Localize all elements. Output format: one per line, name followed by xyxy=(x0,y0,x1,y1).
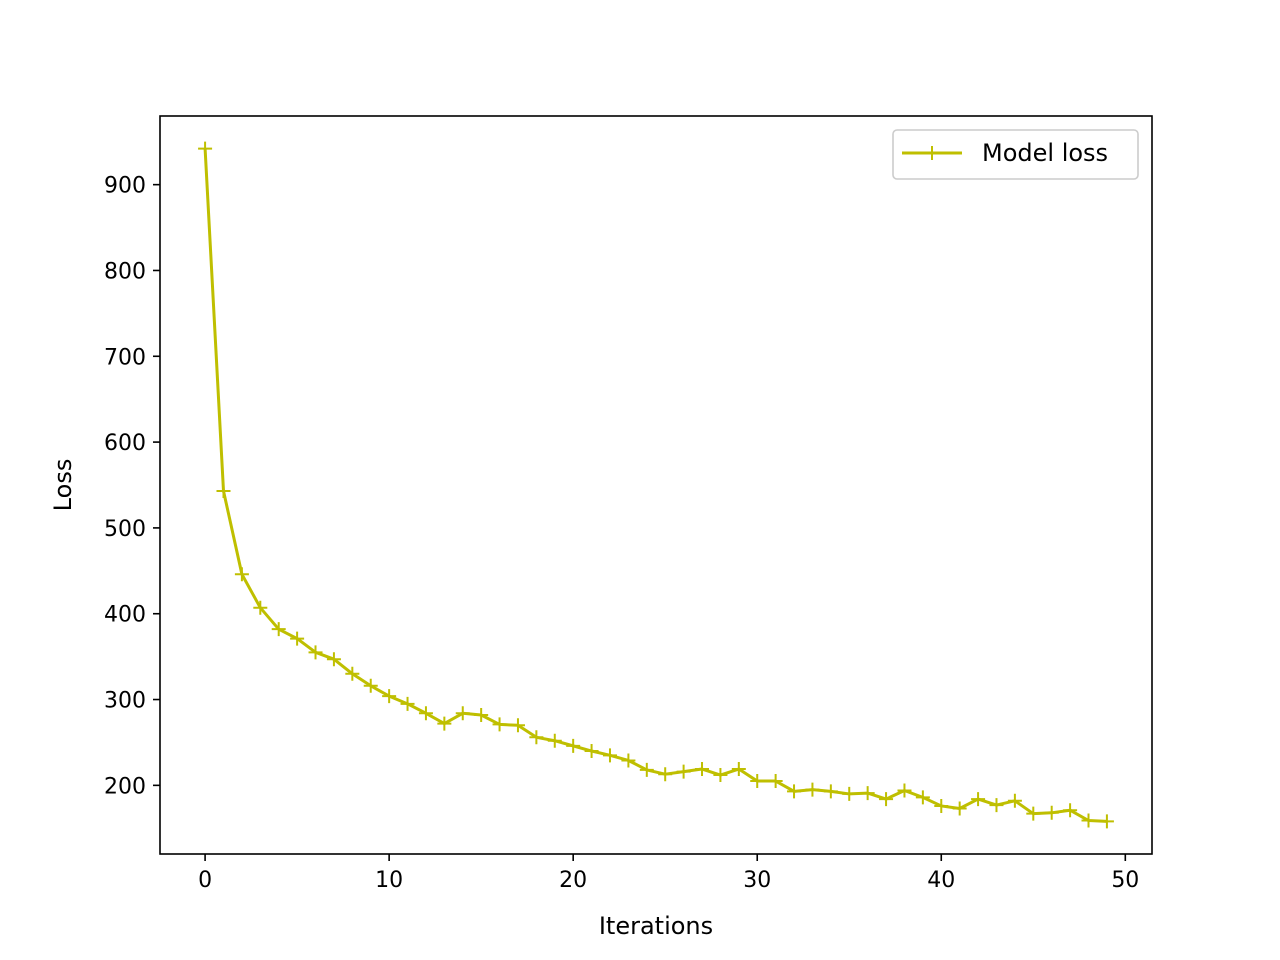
data-point-marker xyxy=(621,753,636,768)
y-tick-label: 800 xyxy=(104,259,146,284)
data-point-marker xyxy=(676,764,691,779)
data-point-marker xyxy=(455,706,470,721)
data-point-marker xyxy=(382,689,397,704)
data-point-marker xyxy=(1081,813,1096,828)
data-point-marker xyxy=(787,784,802,799)
y-tick-label: 900 xyxy=(104,174,146,199)
legend-box xyxy=(892,129,1139,180)
data-point-marker xyxy=(418,706,433,721)
data-point-marker xyxy=(345,666,360,681)
data-point-marker xyxy=(860,786,875,801)
series-layer xyxy=(198,141,1114,829)
data-point-marker xyxy=(823,784,838,799)
legend-marker-plus xyxy=(925,146,939,160)
data-point-marker xyxy=(768,774,783,789)
legend-entry-label: Model loss xyxy=(982,139,1108,167)
legend: Model loss xyxy=(892,129,1139,180)
data-point-marker xyxy=(474,707,489,722)
data-point-marker xyxy=(842,786,857,801)
data-point-marker xyxy=(971,792,986,807)
data-point-marker xyxy=(658,767,673,782)
data-point-marker xyxy=(253,600,268,615)
data-point-marker xyxy=(602,748,617,763)
y-axis-label: Loss xyxy=(49,459,77,512)
data-point-marker xyxy=(879,792,894,807)
plot-area xyxy=(160,116,1152,854)
y-tick-label: 700 xyxy=(104,345,146,370)
data-point-marker xyxy=(566,738,581,753)
data-point-marker xyxy=(234,567,249,582)
data-point-marker xyxy=(437,716,452,731)
x-tick-label: 0 xyxy=(198,868,212,893)
y-tick-label: 400 xyxy=(104,603,146,628)
y-tick-label: 500 xyxy=(104,517,146,542)
data-point-marker xyxy=(290,631,305,646)
x-tick-label: 50 xyxy=(1111,868,1139,893)
data-point-marker xyxy=(1007,793,1022,808)
data-point-marker xyxy=(713,768,728,783)
x-tick-label: 10 xyxy=(375,868,403,893)
data-point-marker xyxy=(400,696,415,711)
data-point-marker xyxy=(492,717,507,732)
data-point-marker xyxy=(216,484,231,499)
data-point-marker xyxy=(989,798,1004,813)
data-point-marker xyxy=(805,782,820,797)
x-tick-label: 30 xyxy=(743,868,771,893)
y-tick-label: 600 xyxy=(104,431,146,456)
data-point-marker xyxy=(731,762,746,777)
data-point-marker xyxy=(363,678,378,693)
data-point-marker xyxy=(308,645,323,660)
data-point-marker xyxy=(271,622,286,637)
data-point-marker xyxy=(584,744,599,759)
data-point-marker xyxy=(897,783,912,798)
data-point-marker xyxy=(695,762,710,777)
data-point-marker xyxy=(1026,806,1041,821)
data-point-marker xyxy=(952,801,967,816)
x-axis-ticks: 0 10 20 30 40 50 xyxy=(198,854,1139,893)
data-point-marker xyxy=(934,798,949,813)
data-point-marker xyxy=(510,718,525,733)
y-tick-label: 300 xyxy=(104,689,146,714)
y-axis-ticks: 200 300 400 500 600 700 800 900 xyxy=(104,174,160,799)
data-point-marker xyxy=(639,762,654,777)
x-tick-label: 40 xyxy=(927,868,955,893)
data-point-marker xyxy=(1099,814,1114,829)
x-tick-label: 20 xyxy=(559,868,587,893)
data-point-marker xyxy=(1063,803,1078,818)
data-point-marker xyxy=(529,730,544,745)
data-point-marker xyxy=(1044,805,1059,820)
y-tick-label: 200 xyxy=(104,774,146,799)
data-point-marker xyxy=(915,790,930,805)
data-point-marker xyxy=(198,141,213,156)
data-point-marker xyxy=(547,733,562,748)
data-point-marker xyxy=(326,652,341,667)
x-axis-label: Iterations xyxy=(599,912,713,940)
plot-frame xyxy=(159,115,1153,855)
data-point-marker xyxy=(750,774,765,789)
